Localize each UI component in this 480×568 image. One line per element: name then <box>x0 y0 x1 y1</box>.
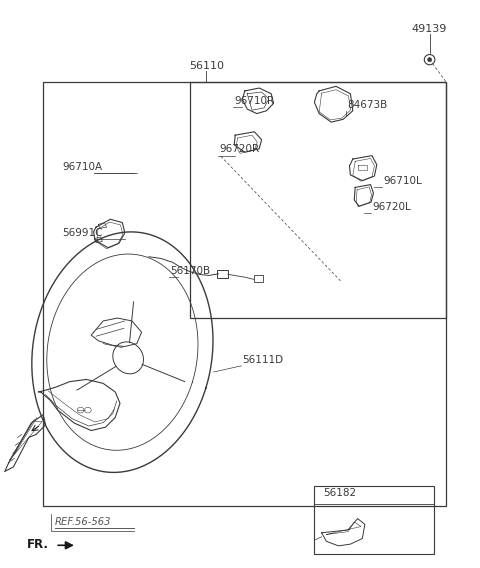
Text: 96720L: 96720L <box>372 202 411 212</box>
Text: 96710L: 96710L <box>383 176 422 186</box>
Text: 56110: 56110 <box>189 61 224 71</box>
Text: 49139: 49139 <box>412 24 447 34</box>
Text: 96710A: 96710A <box>62 161 103 172</box>
Text: 56170B: 56170B <box>170 266 211 276</box>
FancyArrowPatch shape <box>58 542 72 549</box>
Text: FR.: FR. <box>26 538 48 551</box>
Text: 56111D: 56111D <box>242 354 284 365</box>
Text: REF.56-563: REF.56-563 <box>55 516 112 527</box>
Text: 96710R: 96710R <box>234 96 275 106</box>
Text: 56991C: 56991C <box>62 228 103 238</box>
Text: 56182: 56182 <box>323 488 356 499</box>
Ellipse shape <box>428 57 432 61</box>
Text: 96720R: 96720R <box>220 144 260 154</box>
Text: 84673B: 84673B <box>347 100 387 110</box>
